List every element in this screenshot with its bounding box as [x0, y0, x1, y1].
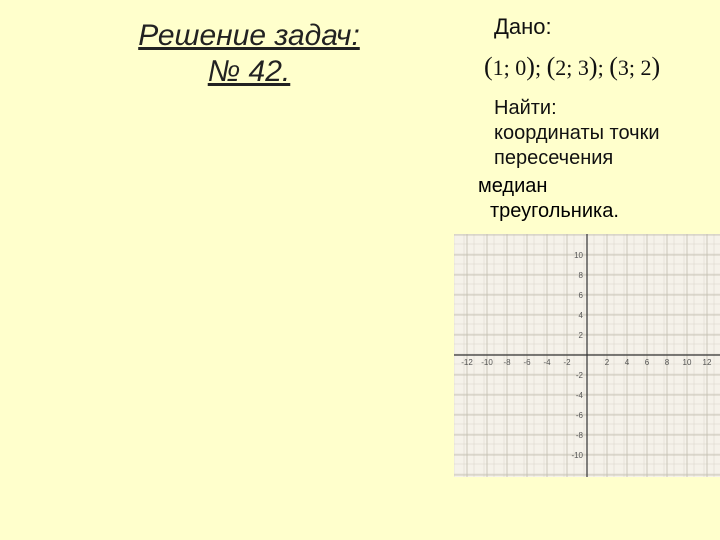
svg-text:-10: -10: [571, 451, 583, 460]
svg-text:-6: -6: [523, 358, 531, 367]
svg-text:10: 10: [683, 358, 692, 367]
svg-text:-10: -10: [481, 358, 493, 367]
svg-text:8: 8: [579, 271, 584, 280]
grid-svg: -12 -10 -8 -6 -4 -2 2 4 6 8 10 12 -10 -8 -6 -4 -2 2 4 6 8 10: [454, 234, 720, 477]
svg-text:-4: -4: [576, 391, 584, 400]
find-text-2: пересечения: [494, 147, 613, 169]
page-title: Решение задач: № 42.: [64, 18, 434, 90]
find-text-4: треугольника.: [490, 199, 619, 224]
svg-text:4: 4: [579, 311, 584, 320]
svg-text:6: 6: [579, 291, 584, 300]
coordinate-grid: -12 -10 -8 -6 -4 -2 2 4 6 8 10 12 -10 -8 -6 -4 -2 2 4 6 8 10: [454, 234, 720, 477]
find-text-1: координаты точки: [494, 122, 660, 144]
svg-text:6: 6: [645, 358, 650, 367]
given-label: Дано:: [494, 14, 714, 40]
problem-statement: Дано: (1; 0); (2; 3); (3; 2) Найти: коор…: [494, 14, 714, 171]
svg-text:12: 12: [703, 358, 712, 367]
title-line-1: Решение задач:: [138, 19, 360, 52]
svg-text:-2: -2: [576, 371, 584, 380]
svg-text:-2: -2: [563, 358, 571, 367]
svg-text:-12: -12: [461, 358, 473, 367]
svg-text:2: 2: [605, 358, 610, 367]
svg-text:10: 10: [574, 251, 583, 260]
svg-text:-8: -8: [503, 358, 511, 367]
find-block-2: медиан треугольника.: [478, 174, 619, 224]
svg-text:-6: -6: [576, 411, 584, 420]
find-text-3: медиан: [478, 175, 547, 197]
find-block: Найти: координаты точки пересечения: [494, 96, 714, 171]
title-line-2: № 42.: [208, 55, 291, 88]
svg-text:8: 8: [665, 358, 670, 367]
svg-text:2: 2: [579, 331, 584, 340]
given-points: (1; 0); (2; 3); (3; 2): [484, 52, 714, 82]
svg-text:-8: -8: [576, 431, 584, 440]
find-label: Найти:: [494, 97, 557, 119]
svg-text:-4: -4: [543, 358, 551, 367]
svg-text:4: 4: [625, 358, 630, 367]
